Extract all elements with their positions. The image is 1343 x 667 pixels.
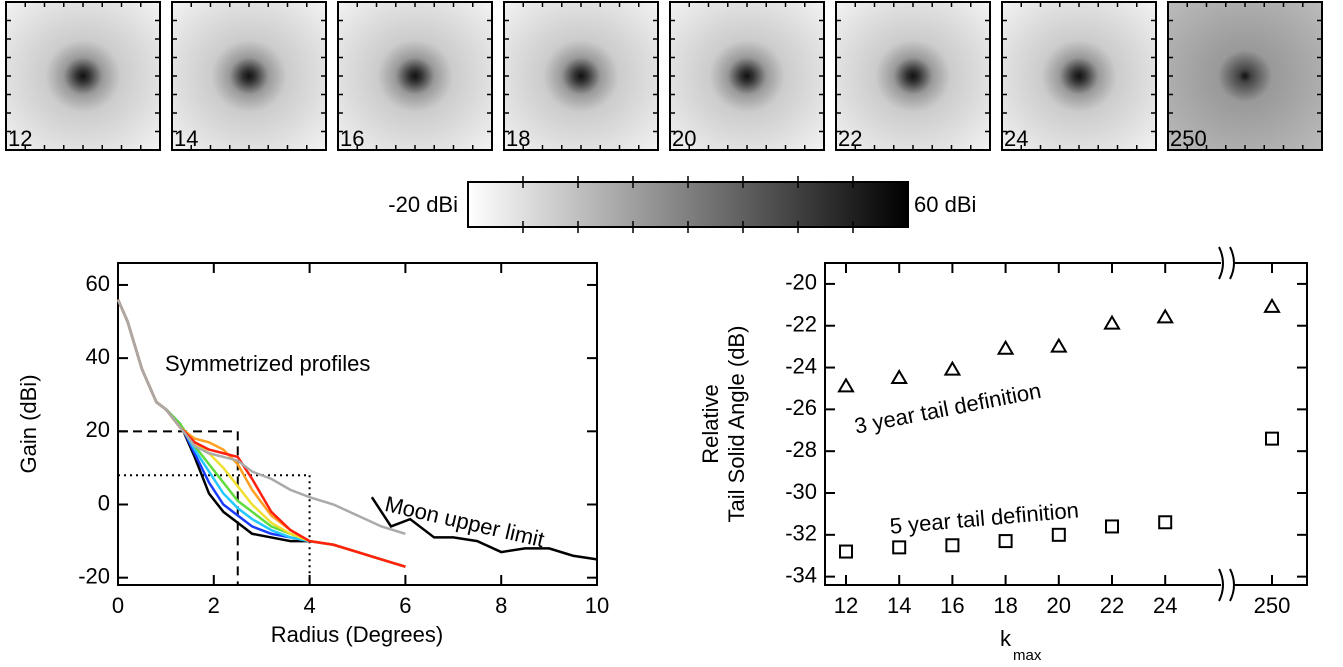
triangle-marker — [1050, 337, 1068, 353]
y-tick-label: -24 — [785, 353, 817, 378]
plot-frame — [824, 262, 1308, 586]
x-tick-label: 14 — [887, 593, 911, 618]
triangle-marker — [996, 339, 1015, 355]
axis-break — [1218, 246, 1224, 280]
axis-break — [1229, 246, 1235, 280]
colorbar-max-label: 60 dBi — [914, 192, 976, 217]
square-marker — [839, 544, 853, 559]
x-tick-label: 8 — [495, 593, 507, 618]
axis-break — [1218, 568, 1224, 602]
line — [116, 299, 406, 568]
series-label: 3 year tail definition — [852, 378, 1043, 439]
y-axis-label: Tail Solid Angle (dB) — [724, 326, 749, 523]
triangle-marker — [1263, 297, 1281, 313]
x-tick-label: 18 — [993, 593, 1017, 618]
panel-label: 24 — [1004, 126, 1028, 151]
colorbar — [467, 181, 909, 228]
line — [116, 299, 406, 568]
square-marker — [1105, 519, 1119, 534]
panel-label: 14 — [174, 126, 198, 151]
line — [116, 299, 406, 568]
panel-label: 16 — [340, 126, 364, 151]
line — [116, 299, 406, 568]
colorbar-min-label: -20 dBi — [388, 192, 458, 217]
x-tick-label: 0 — [112, 593, 124, 618]
line — [116, 299, 406, 535]
x-tick-label: 2 — [208, 593, 220, 618]
x-tick-label: 250 — [1254, 593, 1291, 618]
triangle-marker — [943, 360, 962, 376]
panel-label: 250 — [1170, 126, 1207, 151]
square-marker — [892, 540, 907, 555]
y-tick-label: -22 — [785, 312, 817, 337]
x-tick-label: 22 — [1100, 593, 1124, 618]
line — [116, 299, 406, 568]
beam-image — [5, 1, 161, 151]
x-tick-label: 4 — [303, 593, 315, 618]
annotation: Symmetrized profiles — [165, 351, 370, 376]
square-marker — [1158, 515, 1173, 530]
panel-label: 20 — [672, 126, 696, 151]
x-tick-label: 20 — [1047, 593, 1071, 618]
y-tick-label: -26 — [785, 395, 817, 420]
y-tick-label: -32 — [785, 521, 817, 546]
series-label: 5 year tail definition — [889, 497, 1080, 538]
triangle-marker — [890, 369, 908, 384]
triangle-marker — [1103, 314, 1121, 330]
panel-label: 22 — [838, 126, 862, 151]
axis-break — [1229, 568, 1235, 602]
x-tick-label: 6 — [399, 593, 411, 618]
x-tick-label: 24 — [1153, 593, 1177, 618]
y-tick-label: -30 — [785, 479, 817, 504]
x-tick-label: 12 — [834, 593, 858, 618]
axis-break-gap — [1221, 581, 1235, 589]
beam-image — [1167, 1, 1323, 151]
axis-break-gap — [1221, 259, 1235, 267]
y-tick-label: -28 — [785, 437, 817, 462]
y-tick-label: 40 — [86, 344, 110, 369]
triangle-marker — [837, 377, 855, 393]
line — [116, 299, 406, 568]
x-axis-label: Radius (Degrees) — [271, 622, 443, 647]
y-tick-label: -34 — [785, 562, 817, 587]
x-axis-label-subscript: max — [1013, 647, 1042, 664]
y-tick-label: 20 — [86, 417, 110, 442]
y-tick-label: -20 — [785, 270, 817, 295]
x-tick-label: 10 — [585, 593, 609, 618]
panel-label: 18 — [506, 126, 530, 151]
y-axis-label: Relative — [698, 384, 723, 463]
series-label: Moon upper limit — [383, 491, 547, 552]
line — [370, 496, 598, 561]
y-tick-label: 60 — [86, 271, 110, 296]
line — [116, 299, 406, 568]
square-marker — [1265, 431, 1279, 446]
x-axis-label: k — [1000, 626, 1012, 651]
y-axis-label: Gain (dBi) — [16, 374, 41, 473]
panel-label: 12 — [8, 126, 32, 151]
triangle-marker — [1156, 308, 1174, 324]
y-tick-label: -20 — [78, 563, 110, 588]
square-marker — [945, 538, 960, 553]
square-marker — [998, 534, 1013, 549]
y-tick-label: 0 — [98, 490, 110, 515]
x-tick-label: 16 — [940, 593, 964, 618]
plot-frame — [117, 262, 598, 586]
square-marker — [1051, 527, 1066, 542]
